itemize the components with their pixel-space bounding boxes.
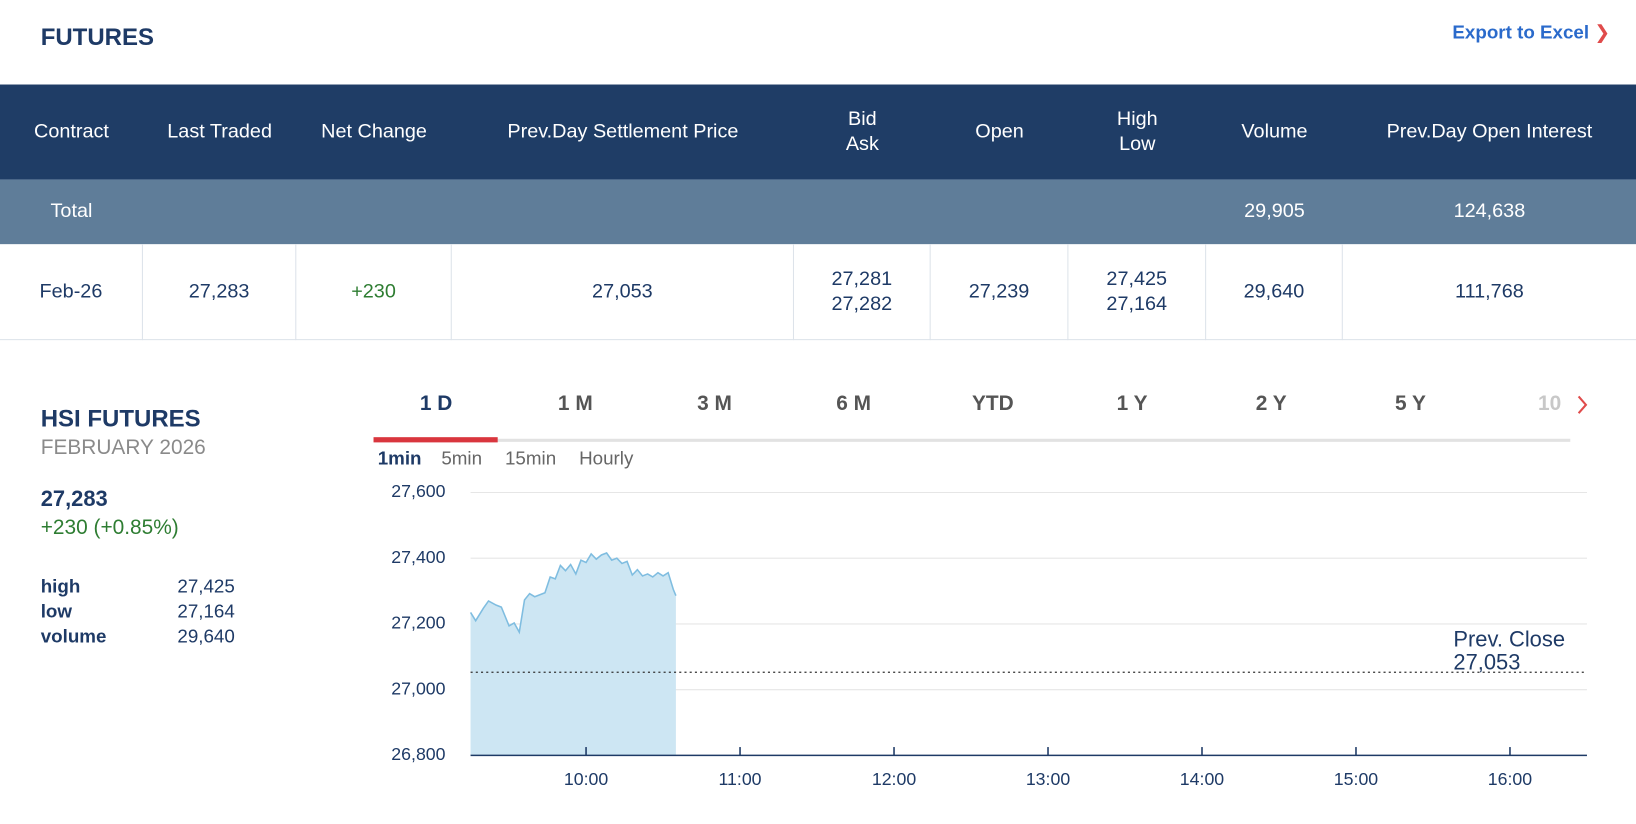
x-tick-label: 13:00 xyxy=(1026,769,1070,789)
header-row-bg xyxy=(0,84,1636,180)
range-tab[interactable]: 2 Y xyxy=(1255,392,1287,416)
column-header: Prev.Day Settlement Price xyxy=(452,85,794,180)
quote-change: +230 (+0.85%) xyxy=(40,516,179,540)
x-tick-label: 11:00 xyxy=(719,769,762,789)
stat-value: 27,164 xyxy=(177,600,235,622)
column-header: Last Traded xyxy=(143,85,296,180)
column-header-line: High xyxy=(1116,107,1158,130)
range-tab[interactable]: 6 M xyxy=(836,392,872,416)
data-cell: 27,053 xyxy=(452,244,795,341)
interval-tab[interactable]: Hourly xyxy=(579,447,634,469)
data-cell-text: 29,640 xyxy=(1243,280,1305,303)
column-header: Prev.Day Open Interest xyxy=(1343,85,1636,180)
stat-label: low xyxy=(40,600,72,622)
area-line xyxy=(469,552,677,635)
data-cell-text: 27,283 xyxy=(188,280,250,303)
total-row-bg xyxy=(0,179,1636,245)
stat-value: 27,425 xyxy=(177,575,235,597)
data-cell: 27,239 xyxy=(931,244,1069,341)
range-tab[interactable]: YTD xyxy=(971,392,1014,416)
quote-price: 27,283 xyxy=(40,487,108,512)
data-cell: +230 xyxy=(296,244,452,341)
column-header-text: Contract xyxy=(34,120,109,143)
reference-value: 27,053 xyxy=(1453,650,1520,675)
y-tick-label: 27,200 xyxy=(391,613,445,633)
export-text[interactable]: Export to Excel xyxy=(1452,21,1590,43)
export-link[interactable]: Export to Excel ❯ xyxy=(1452,21,1611,43)
column-header-text: Open xyxy=(975,120,1024,143)
total-cell-text: 29,905 xyxy=(1244,200,1305,223)
y-tick-label: 27,000 xyxy=(391,678,445,698)
x-tick-label: 16:00 xyxy=(1488,769,1532,789)
range-tab[interactable]: 5 Y xyxy=(1394,392,1426,416)
stat-value: 29,640 xyxy=(177,626,235,647)
range-tab[interactable]: 1 D xyxy=(419,392,453,416)
range-tab[interactable]: 10 xyxy=(1537,392,1562,416)
column-header: High Low xyxy=(1068,85,1206,180)
column-header-text: Prev.Day Settlement Price xyxy=(507,120,739,143)
tab-next-arrow[interactable] xyxy=(1577,395,1588,414)
x-tick-label: 14:00 xyxy=(1180,769,1224,789)
column-header-text: Last Traded xyxy=(167,120,272,143)
column-header: Open xyxy=(931,85,1069,180)
total-cell: 29,905 xyxy=(1206,179,1343,244)
interval-tab[interactable]: 1min xyxy=(377,447,422,469)
column-header-text: Volume xyxy=(1241,120,1308,143)
row-border xyxy=(0,339,1636,341)
column-header: Volume xyxy=(1206,85,1343,180)
data-cell: 27,283 xyxy=(143,244,297,341)
interval-tab[interactable]: 15min xyxy=(504,447,557,469)
column-header-line: Low xyxy=(1119,133,1156,155)
data-cell-text: 111,768 xyxy=(1455,280,1524,303)
range-tab[interactable]: 1 M xyxy=(557,392,593,416)
data-cell-text: +230 xyxy=(351,280,396,303)
y-tick-label: 26,800 xyxy=(391,744,445,764)
data-cell-text: Feb-26 xyxy=(39,280,103,303)
column-header: Contract xyxy=(0,85,143,180)
data-cell-line: 27,164 xyxy=(1106,293,1168,316)
data-cell: 27,281 27,282 xyxy=(794,244,931,341)
total-cell-text: Total xyxy=(50,200,93,223)
data-cell: 29,640 xyxy=(1206,244,1343,341)
y-tick-label: 27,600 xyxy=(391,481,445,501)
data-cell-line: 27,282 xyxy=(831,293,893,316)
tab-active-indicator xyxy=(373,437,498,443)
column-header: Bid Ask xyxy=(794,85,931,180)
range-tab[interactable]: 1 Y xyxy=(1116,392,1148,416)
x-tick-label: 12:00 xyxy=(872,769,916,789)
interval-tab[interactable]: 5min xyxy=(441,447,483,469)
page-title: FUTURES xyxy=(40,22,155,51)
column-header-text: Prev.Day Open Interest xyxy=(1386,120,1593,143)
column-header-text: Net Change xyxy=(321,120,427,143)
data-cell: 111,768 xyxy=(1343,244,1636,340)
total-cell: Total xyxy=(0,179,143,244)
total-cell: 124,638 xyxy=(1343,179,1636,244)
data-cell-line: 27,425 xyxy=(1106,268,1168,291)
stat-label: high xyxy=(40,575,81,597)
data-cell-text: 27,239 xyxy=(968,280,1030,303)
stat-label: volume xyxy=(40,626,107,647)
reference-label: Prev. Close xyxy=(1453,627,1565,652)
column-header: Net Change xyxy=(296,85,451,180)
x-tick-label: 10:00 xyxy=(564,769,608,789)
data-cell-line: 27,281 xyxy=(831,268,893,291)
data-cell: Feb-26 xyxy=(0,244,143,341)
total-cell-text: 124,638 xyxy=(1453,200,1526,223)
x-tick-label: 15:00 xyxy=(1334,769,1378,789)
data-cell: 27,425 27,164 xyxy=(1068,244,1207,341)
quote-month: FEBRUARY 2026 xyxy=(40,436,206,460)
column-header-line: Ask xyxy=(845,133,879,155)
range-tab[interactable]: 3 M xyxy=(697,392,732,416)
data-cell-text: 27,053 xyxy=(592,280,653,303)
y-tick-label: 27,400 xyxy=(391,547,445,567)
area-fill xyxy=(470,552,676,756)
quote-name: HSI FUTURES xyxy=(40,404,201,432)
column-header-line: Bid xyxy=(848,107,877,130)
